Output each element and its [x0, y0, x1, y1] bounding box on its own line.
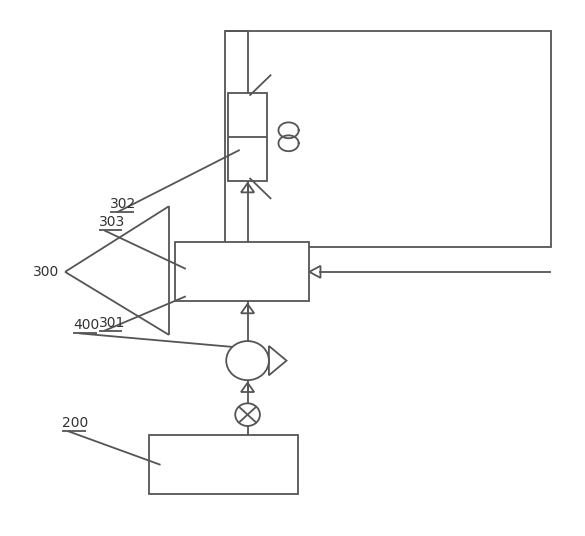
- Text: 200: 200: [62, 416, 88, 430]
- Bar: [174, 242, 309, 301]
- Bar: [225, 31, 551, 248]
- Text: 400: 400: [74, 318, 99, 332]
- Text: 302: 302: [110, 197, 136, 211]
- Text: 303: 303: [99, 215, 125, 229]
- Bar: [228, 93, 267, 181]
- Bar: [149, 435, 298, 494]
- Text: 300: 300: [33, 265, 60, 279]
- Text: 301: 301: [99, 316, 125, 330]
